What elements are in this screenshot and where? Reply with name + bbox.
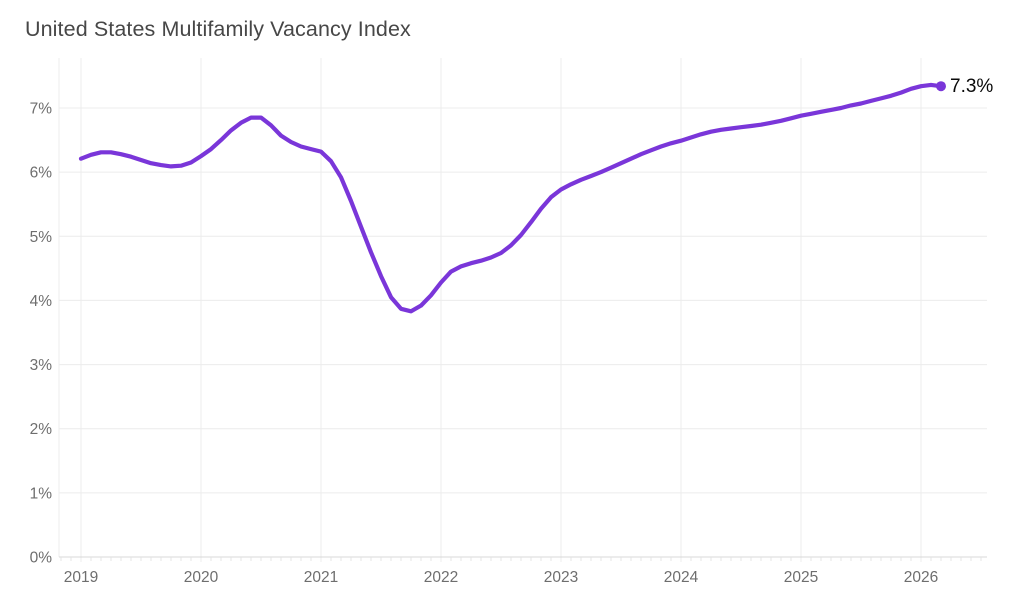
y-axis-label-0pct: 0% xyxy=(30,550,53,567)
y-axis-label-6pct: 6% xyxy=(30,165,53,182)
x-axis-label-2025: 2025 xyxy=(784,569,818,586)
y-axis-label-3pct: 3% xyxy=(30,357,53,374)
x-axis-label-2019: 2019 xyxy=(64,569,98,586)
vacancy-index-series-line xyxy=(78,82,944,314)
series-end-dot xyxy=(936,81,946,92)
y-axis-label-1pct: 1% xyxy=(30,485,53,502)
y-axis-label-5pct: 5% xyxy=(30,229,53,246)
x-axis-label-2024: 2024 xyxy=(664,569,699,586)
series-end-value-label: 7.3% xyxy=(950,76,993,97)
y-axis-label-2pct: 2% xyxy=(30,421,53,438)
x-axis-label-2022: 2022 xyxy=(424,569,458,586)
chart-title: United States Multifamily Vacancy Index xyxy=(25,17,411,41)
x-axis-label-2023: 2023 xyxy=(544,569,578,586)
x-axis-label-2021: 2021 xyxy=(304,569,338,586)
x-axis-label-2026: 2026 xyxy=(904,569,938,586)
x-axis-label-2020: 2020 xyxy=(184,569,219,586)
y-axis-label-7pct: 7% xyxy=(30,101,53,118)
y-axis-label-4pct: 4% xyxy=(30,293,53,310)
